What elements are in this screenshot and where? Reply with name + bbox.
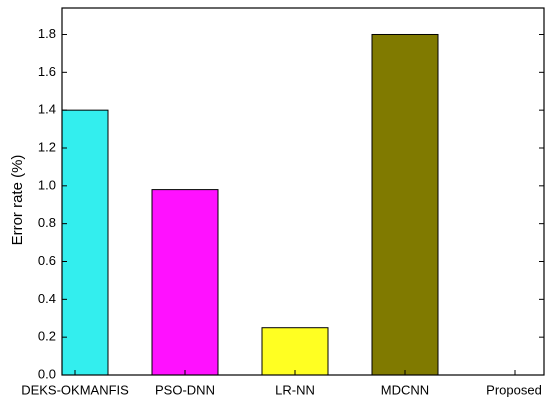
y-tick-label: 1.2 (38, 139, 56, 154)
bars (62, 33, 439, 375)
x-tick-label: PSO-DNN (155, 382, 215, 397)
plot-frame (61, 7, 545, 376)
x-tick-label: Proposed (486, 382, 542, 397)
y-tick-label: 1.0 (38, 177, 56, 192)
y-tick-label: 0.4 (38, 291, 56, 306)
bar (371, 33, 439, 375)
y-tick-label: 0.2 (38, 329, 56, 344)
y-tick-label: 1.8 (38, 26, 56, 41)
y-axis-label: Error rate (%) (9, 155, 26, 246)
y-tick-label: 1.4 (38, 102, 56, 117)
y-tick-label: 1.6 (38, 64, 56, 79)
bar (151, 189, 219, 375)
y-tick-label: 0.6 (38, 253, 56, 268)
y-tick-label: 0.8 (38, 215, 56, 230)
bar (62, 109, 109, 375)
bar (261, 327, 329, 375)
y-tick-label: 0.0 (38, 366, 56, 381)
x-tick-label: DEKS-OKMANFIS (21, 382, 129, 397)
x-tick-label: MDCNN (381, 382, 429, 397)
x-tick-label: LR-NN (275, 382, 315, 397)
